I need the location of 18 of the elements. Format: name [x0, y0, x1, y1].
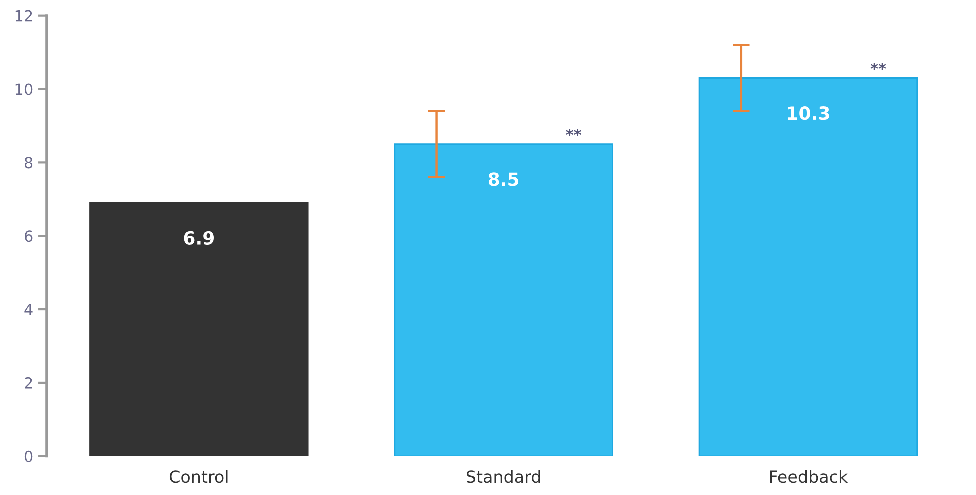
annotation: **: [566, 129, 582, 136]
data-label: 10.3: [788, 106, 830, 120]
data-label: 8.5: [488, 172, 519, 186]
y-tick-label: 8: [24, 157, 33, 169]
y-tick-label: 6: [25, 230, 33, 242]
bar: [90, 202, 309, 456]
bar: [394, 144, 614, 456]
y-tick-label: 4: [24, 304, 33, 316]
y-tick-label: 12: [16, 10, 32, 22]
bar: [698, 78, 918, 456]
x-tick-label: Control: [170, 470, 228, 484]
y-tick-label: 2: [25, 377, 32, 389]
y-tick-label: 0: [24, 450, 33, 462]
x-tick-label: Standard: [466, 470, 540, 484]
annotation: **: [870, 63, 886, 70]
x-tick-label: Feedback: [770, 470, 848, 484]
y-tick-label: 10: [16, 84, 33, 96]
data-label: 6.9: [184, 231, 214, 246]
